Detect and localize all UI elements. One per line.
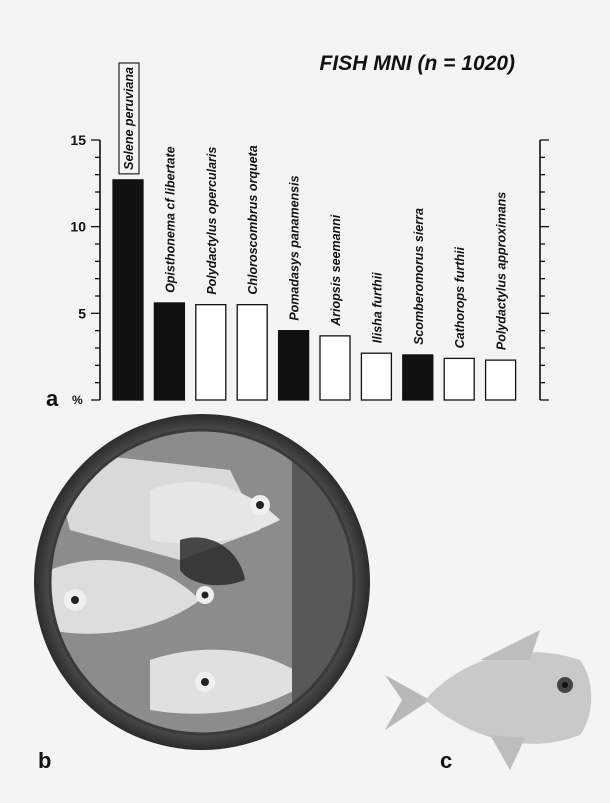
chart-title: FISH MNI (n = 1020) [320,52,515,75]
category-label: Polydactylus approximans [495,192,509,350]
category-label: Selene peruviana [122,67,136,170]
category-label: Polydactylus opercularis [205,147,219,295]
fish-specimen-image [385,630,592,770]
category-label: Ilisha furthii [370,272,384,343]
category-label: Pomadasys panamensis [288,175,302,320]
y-tick-label: 10 [70,219,86,235]
panel-label-b: b [38,748,52,773]
bar [319,335,351,401]
bar [153,302,186,401]
panel-label-c: c [440,748,453,773]
category-label: Cathorops furthii [453,246,467,348]
y-tick-label: 5 [78,305,86,321]
bar [443,357,475,401]
category-label: Chloroscombrus orqueta [246,145,260,294]
bar [112,179,144,401]
y-unit-label: % [72,393,83,407]
bar [360,352,393,401]
bar [277,330,310,401]
bar [484,359,517,401]
y-tick-label: 15 [70,132,86,148]
fish-mni-bar-chart: FISH MNI (n = 1020) 5 10 15 Selene peruvia… [70,52,549,407]
panel-label-a: a [46,386,59,411]
chart-axes: 5 10 15 [70,132,549,401]
bar [402,354,434,401]
highlighted-label-box [118,62,140,175]
category-label: Scomberomorus sierra [412,208,426,345]
category-label: Opisthonema cf libertate [163,146,177,293]
chart-category-labels: Selene peruviana Opisthonema cf libertate… [118,62,509,350]
category-label: Ariopsis seemanni [329,214,343,327]
bar [195,304,227,401]
painted-plate-image [34,414,370,750]
bar [236,304,268,401]
chart-bars [112,179,517,401]
